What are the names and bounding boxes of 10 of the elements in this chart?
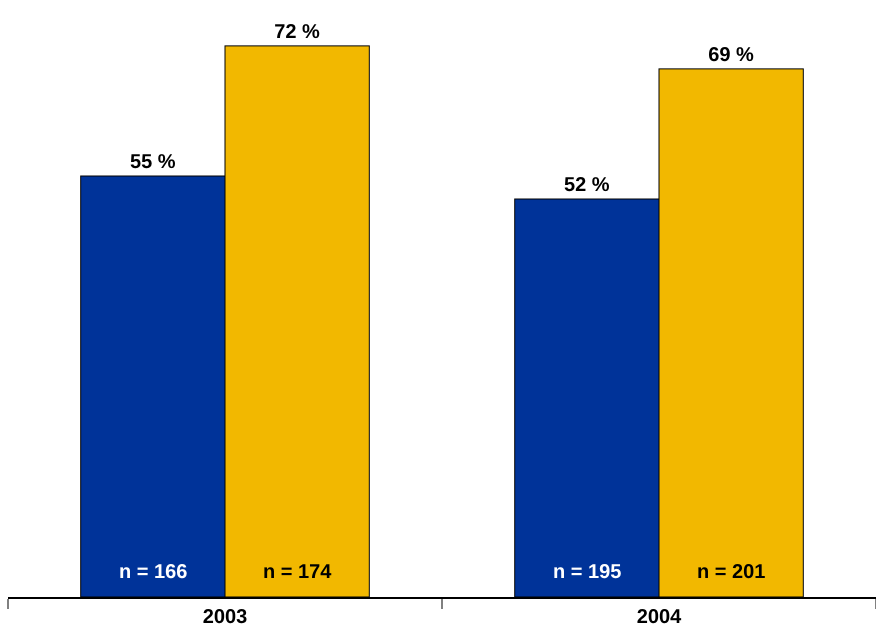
data-label: 69 % [708,44,754,66]
annotation: n = 195 [553,561,622,583]
x-tick-label: 2003 [202,606,248,628]
annotation: n = 166 [119,561,188,583]
data-label: 55 % [130,151,176,174]
data-label: 52 % [564,174,610,196]
annotation: n = 174 [263,561,332,583]
annotation: n = 201 [697,561,766,583]
data-label: 72 % [274,20,320,43]
x-tick-label: 2004 [636,606,682,628]
